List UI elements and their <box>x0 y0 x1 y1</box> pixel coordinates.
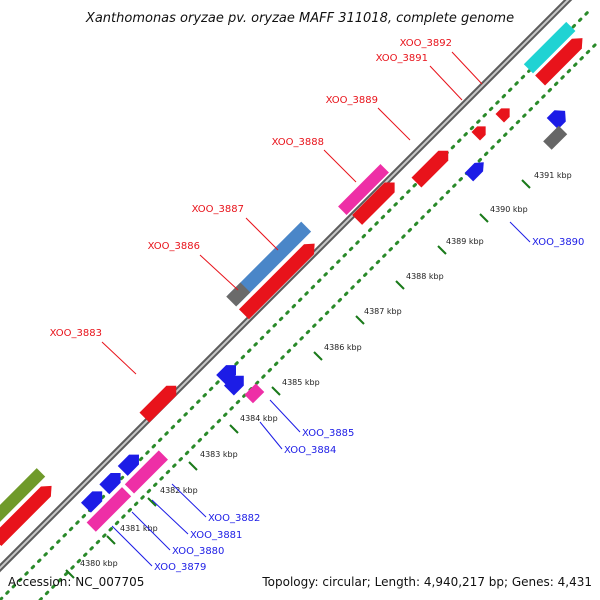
gene-label[interactable]: XOO_3889 <box>326 95 378 106</box>
gene-feature[interactable] <box>0 468 58 546</box>
gene-label-leader <box>323 149 357 183</box>
gene-label[interactable]: XOO_3882 <box>208 513 260 524</box>
tick-label: 4381 kbp <box>120 524 158 533</box>
gene-feature[interactable] <box>495 104 514 123</box>
forward-strand-genes <box>0 21 588 546</box>
tick-mark <box>479 213 489 223</box>
gene-feature[interactable] <box>74 438 168 532</box>
gene-label-leader <box>101 341 137 375</box>
gene-feature[interactable] <box>226 221 324 320</box>
gene-feature[interactable] <box>338 164 402 228</box>
gene-label-leader <box>111 525 153 567</box>
gene-label[interactable]: XOO_3883 <box>50 328 102 339</box>
gene-feature[interactable] <box>464 158 488 182</box>
tick-label: 4384 kbp <box>240 414 278 423</box>
tick-mark <box>271 386 281 396</box>
tick-mark <box>355 315 365 325</box>
tick-label: 4380 kbp <box>80 559 118 568</box>
gene-label-leader <box>171 483 207 518</box>
gene-label-leader <box>131 511 171 551</box>
gene-label[interactable]: XOO_3885 <box>302 428 354 439</box>
gene-label-leader <box>269 399 301 433</box>
map-title: Xanthomonas oryzae pv. oryzae MAFF 31101… <box>85 11 514 26</box>
tick-label: 4389 kbp <box>446 237 484 246</box>
gene-label[interactable]: XOO_3880 <box>172 546 224 557</box>
tick-mark <box>395 280 405 290</box>
gene-feature[interactable] <box>215 359 265 408</box>
gene-label[interactable]: XOO_3884 <box>284 445 336 456</box>
gene-label-leader <box>429 65 463 101</box>
gene-label-leader <box>245 217 279 251</box>
gene-label[interactable]: XOO_3892 <box>400 38 452 49</box>
tick-mark <box>229 424 239 434</box>
gene-label-leader <box>259 421 283 450</box>
tick-label: 4391 kbp <box>534 171 572 180</box>
gene-label[interactable]: XOO_3886 <box>148 241 200 252</box>
tick-label: 4387 kbp <box>364 307 402 316</box>
gene-label[interactable]: XOO_3881 <box>190 530 242 541</box>
inner-tick-ring <box>38 38 600 600</box>
genome-backbone <box>0 0 573 573</box>
gene-feature[interactable] <box>523 21 588 86</box>
gene-label-leader <box>377 107 411 141</box>
tick-mark <box>313 351 323 361</box>
gene-feature[interactable] <box>533 105 578 150</box>
accession-text: Accession: NC_007705 <box>8 575 144 589</box>
tick-label: 4383 kbp <box>200 450 238 459</box>
major-tick-marks <box>65 179 531 579</box>
gene-label-leader <box>509 221 531 243</box>
tick-label: 4385 kbp <box>282 378 320 387</box>
gene-label[interactable]: XOO_3888 <box>272 137 324 148</box>
gene-label-layer: XOO_3892 XOO_3891 XOO_3889 XOO_3888 XOO_3887… <box>50 38 585 573</box>
tick-label: 4386 kbp <box>324 343 362 352</box>
outer-tick-ring <box>0 8 592 600</box>
tick-mark <box>65 569 75 579</box>
gene-label[interactable]: XOO_3887 <box>192 204 244 215</box>
tick-label: 4390 kbp <box>490 205 528 214</box>
tick-label: 4388 kbp <box>406 272 444 281</box>
tick-mark <box>188 461 198 471</box>
gene-label[interactable]: XOO_3879 <box>154 562 206 573</box>
tick-mark <box>147 497 157 507</box>
gene-label-leader <box>451 51 483 85</box>
gene-label[interactable]: XOO_3890 <box>532 237 584 248</box>
tick-mark <box>521 179 531 189</box>
gene-label-leader <box>151 499 189 535</box>
gene-label-leader <box>199 254 239 291</box>
gene-feature[interactable] <box>411 146 453 188</box>
tick-mark <box>437 245 447 255</box>
tick-mark <box>106 535 116 545</box>
gene-feature[interactable] <box>139 381 181 423</box>
topology-text: Topology: circular; Length: 4,940,217 bp… <box>261 575 592 589</box>
reverse-strand-genes <box>74 105 578 532</box>
gene-label[interactable]: XOO_3891 <box>376 53 428 64</box>
gene-feature[interactable] <box>471 122 490 141</box>
